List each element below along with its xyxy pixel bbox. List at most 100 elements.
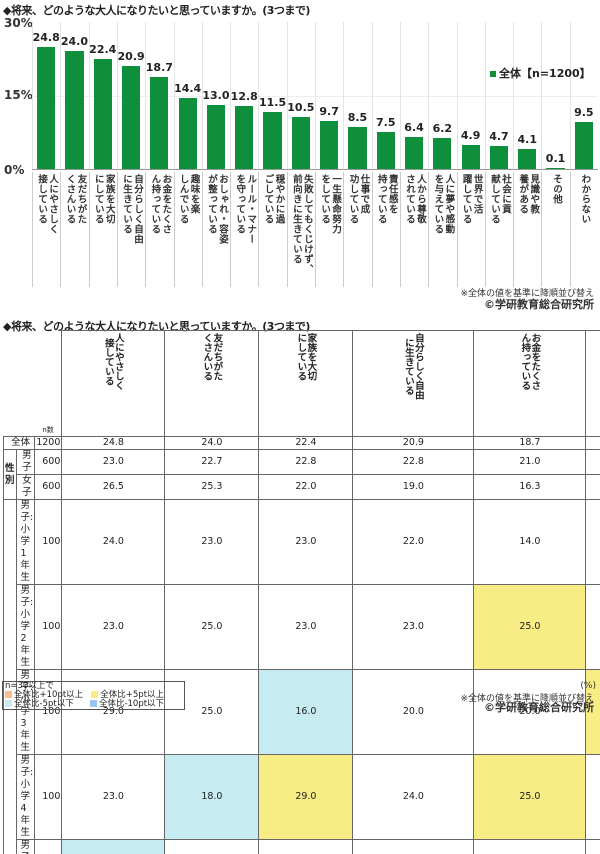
- table-row: 男子:小学4年生10023.018.029.024.025.011.02.017…: [4, 755, 600, 840]
- bar: [462, 145, 480, 169]
- table-row: 男子:小学2年生10023.025.023.023.025.012.01.011…: [4, 585, 600, 670]
- cell-value: 22.8: [259, 450, 353, 475]
- row-label: 男子:小学4年生: [16, 755, 35, 840]
- legend-swatch-h10: [5, 691, 12, 698]
- cell-value: 24.0: [353, 755, 474, 840]
- row-group-label: 性別: [4, 450, 17, 500]
- category-label: 穏やかに過ごしている: [258, 172, 286, 287]
- y-tick-30: 30%: [4, 16, 33, 30]
- table-row: 性別男子60023.022.722.822.821.014.52.513.011…: [4, 450, 600, 475]
- cell-value: 22.8: [353, 450, 474, 475]
- bar: [207, 105, 225, 169]
- row-label: 全体: [4, 437, 35, 450]
- cell-value: 14.3: [586, 475, 600, 500]
- cell-value: 18.0: [586, 500, 600, 585]
- cell-value: 22.0: [353, 500, 474, 585]
- category-label: 世界で活躍している: [457, 172, 485, 287]
- cell-value: 16.3: [474, 475, 586, 500]
- bar: [179, 98, 197, 169]
- bar: [150, 77, 168, 169]
- category-label: お金をたくさん持っている: [145, 172, 173, 287]
- crosstab-table: n数人にやさしく接している友だちがたくさんいる家族を大切にしている自分らしく自由…: [3, 330, 600, 854]
- bar: [575, 122, 593, 169]
- cell-value: 21.0: [474, 840, 586, 854]
- row-n: 100: [35, 755, 62, 840]
- column: [541, 22, 569, 169]
- table-copyright: ©学研教育総合研究所: [484, 699, 594, 715]
- cell-value: 22.0: [259, 475, 353, 500]
- legend-l5: 全体比-5pt以下: [14, 699, 74, 709]
- row-n: 100: [35, 585, 62, 670]
- cell-value: 23.0: [62, 450, 165, 475]
- category-label: 失敗してもくじけず、前向きに生きている: [287, 172, 315, 287]
- category-label: 人に夢や感動を与えている: [428, 172, 456, 287]
- column-header: 自分らしく自由に生きている: [353, 331, 474, 437]
- chart-title: ◆将来、どのような大人になりたいと思っていますか。(3つまで): [3, 2, 310, 18]
- column-header: お金をたくさん持っている: [474, 331, 586, 437]
- category-label: ルール・マナーを守っている: [230, 172, 258, 287]
- category-label: 一生懸命努力をしている: [315, 172, 343, 287]
- column-header: 友だちがたくさんいる: [165, 331, 259, 437]
- cell-value: 14.4: [586, 437, 600, 450]
- category-label: おしゃれ・容姿が整っている: [202, 172, 230, 287]
- column-header: 家族を大切にしている: [259, 331, 353, 437]
- cell-value: 18.7: [474, 437, 586, 450]
- legend-swatch-l5: [5, 700, 12, 707]
- cell-value: 24.0: [62, 500, 165, 585]
- cell-value: 12.0: [586, 585, 600, 670]
- bar-chart: ◆将来、どのような大人になりたいと思っていますか。(3つまで) 30% 15% …: [0, 0, 600, 310]
- category-label: その他: [541, 172, 569, 287]
- bar: [518, 149, 536, 169]
- bar: [433, 138, 451, 169]
- row-label: 男子:小学1年生: [16, 500, 35, 585]
- cell-value: 20.9: [353, 437, 474, 450]
- cell-value: 18.0: [165, 755, 259, 840]
- bar: [546, 168, 564, 169]
- cell-value: 25.0: [474, 585, 586, 670]
- bar: [292, 117, 310, 169]
- bar: [263, 112, 281, 169]
- bar: [320, 121, 338, 169]
- row-label: 男子:小学2年生: [16, 585, 35, 670]
- y-tick-0: 0%: [4, 163, 24, 177]
- legend-label: 全体【n=1200】: [499, 67, 591, 80]
- unit-label: (%): [580, 681, 596, 691]
- cell-value: 22.4: [259, 437, 353, 450]
- cell-value: 23.0: [353, 585, 474, 670]
- bar-value: 9.5: [564, 106, 600, 119]
- cell-value: 23.0: [62, 585, 165, 670]
- cell-value: 23.0: [259, 585, 353, 670]
- row-label: 男子:小学5年生: [16, 840, 35, 854]
- category-label: 家族を大切にしている: [89, 172, 117, 287]
- cell-value: 26.5: [62, 475, 165, 500]
- row-label: 女子: [16, 475, 35, 500]
- highlight-legend: n=30以上で 全体比+10pt以上 全体比+5pt以上 全体比-5pt以下 全…: [2, 681, 185, 710]
- row-n: 100: [35, 500, 62, 585]
- column: [513, 22, 541, 169]
- bar: [235, 106, 253, 169]
- category-label: 見識や教養がある: [513, 172, 541, 287]
- row-n: 100: [35, 840, 62, 854]
- copyright: ©学研教育総合研究所: [484, 296, 594, 312]
- category-label: 仕事で成功している: [343, 172, 371, 287]
- category-label: 責任感を持っている: [372, 172, 400, 287]
- bar: [37, 47, 55, 169]
- cell-value: 23.0: [259, 500, 353, 585]
- table-row: 女子60026.525.322.019.016.314.323.512.511.…: [4, 475, 600, 500]
- cell-value: 21.0: [474, 450, 586, 475]
- cell-value: 24.0: [165, 437, 259, 450]
- cell-value: 18.0: [62, 840, 165, 854]
- table-row: 全体120024.824.022.420.918.714.413.012.811…: [4, 437, 600, 450]
- cell-value: 23.0: [62, 755, 165, 840]
- cell-value: 25.0: [165, 585, 259, 670]
- table-row: 性学年別男子:小学1年生10024.023.023.022.014.018.03…: [4, 500, 600, 585]
- n-header: n数: [35, 331, 62, 437]
- category-label: 自分らしく自由に生きている: [117, 172, 145, 287]
- cell-value: 21.0: [353, 840, 474, 854]
- category-label: 友だちがたくさんいる: [60, 172, 88, 287]
- category-label: 社会に貢献している: [485, 172, 513, 287]
- bar: [490, 146, 508, 169]
- bar: [122, 66, 140, 169]
- bar: [94, 59, 112, 170]
